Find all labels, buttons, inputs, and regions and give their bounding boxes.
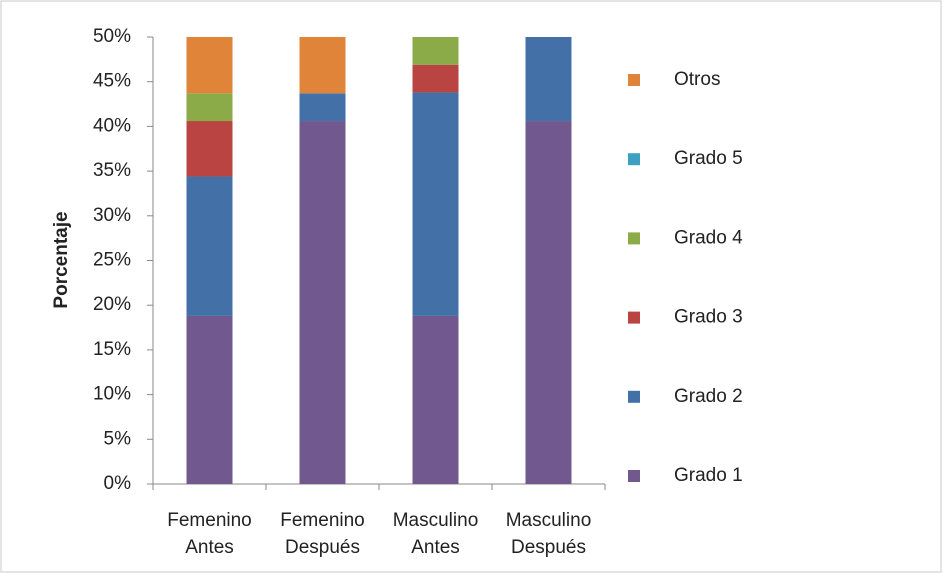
y-tick-label: 5% — [104, 428, 132, 449]
legend-swatch — [628, 153, 640, 166]
legend-swatch — [628, 470, 640, 482]
bar-segment — [299, 37, 346, 94]
legend-swatch — [628, 74, 640, 86]
y-tick-label: 10% — [93, 384, 131, 405]
y-tick-label: 20% — [93, 294, 131, 315]
x-tick-label: Femenino Antes — [167, 510, 252, 558]
y-axis-label: Porcentaje — [51, 211, 72, 308]
y-tick-label: 15% — [93, 339, 131, 360]
bar-segment — [186, 37, 233, 94]
bar-segment — [299, 93, 346, 122]
bar-segment — [186, 121, 233, 177]
x-tick-label: Femenino Después — [280, 510, 365, 558]
bar-segment — [186, 176, 233, 316]
bar-segment — [412, 37, 459, 65]
bar-segment — [299, 121, 346, 484]
y-tick-label: 45% — [93, 71, 131, 92]
legend-swatch — [628, 311, 640, 324]
legend-label: Otros — [674, 69, 720, 90]
legend-label: Grado 5 — [674, 148, 743, 169]
y-tick-label: 25% — [93, 250, 131, 271]
legend-swatch — [628, 390, 640, 403]
legend-label: Grado 4 — [674, 227, 743, 248]
x-tick-label: Masculino Antes — [392, 510, 479, 558]
legend-swatch — [628, 232, 640, 245]
y-tick-label: 0% — [104, 473, 132, 494]
legend-label: Grado 3 — [674, 307, 743, 328]
y-tick-label: 40% — [93, 115, 131, 136]
x-tick-label: Masculino Después — [505, 510, 592, 558]
bar-segment — [186, 93, 233, 122]
y-tick-label: 30% — [93, 205, 131, 226]
bar-segment — [525, 121, 572, 484]
legend-label: Grado 2 — [674, 386, 743, 407]
legend-label: Grado 1 — [674, 465, 743, 486]
bar-segment — [186, 315, 233, 484]
bar-segment — [412, 315, 459, 484]
bar-segment — [412, 92, 459, 316]
bar-segment — [525, 37, 572, 122]
bar-segment — [412, 64, 459, 93]
y-tick-label: 50% — [93, 26, 131, 47]
y-tick-label: 35% — [93, 160, 131, 181]
